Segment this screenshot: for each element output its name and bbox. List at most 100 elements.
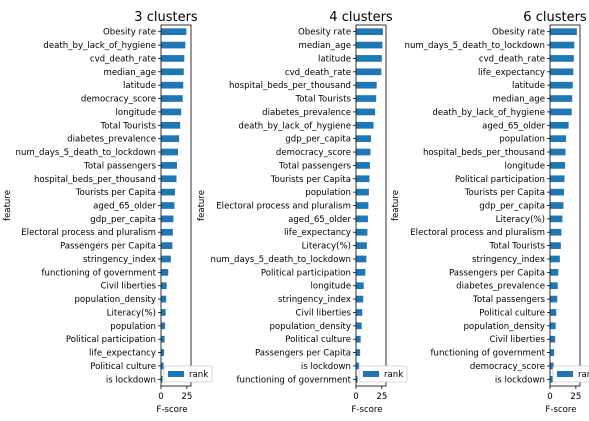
legend-label: rank [189, 370, 208, 380]
bar [356, 148, 371, 156]
y-axis-label: feature [3, 190, 13, 221]
bar [356, 28, 383, 36]
y-tick-label: cvd_death_rate [479, 54, 545, 64]
bar [161, 202, 175, 209]
bar [550, 108, 572, 116]
bar [161, 41, 186, 49]
y-tick-label: Electoral process and pluralism [216, 202, 351, 212]
y-tick-label: num_days_5_death_to_lockdown [16, 148, 157, 158]
legend-box [163, 365, 213, 383]
y-tick-label: Total Tourists [99, 121, 156, 131]
legend-box [358, 365, 408, 383]
bar [550, 215, 563, 223]
bar [161, 108, 182, 116]
y-tick-label: longitude [505, 161, 546, 171]
plot-frame [160, 24, 192, 387]
bar [161, 68, 184, 76]
y-tick-label: Tourists per Capita [75, 188, 156, 198]
y-tick-label: Total passengers [278, 161, 351, 171]
y-tick-label: is lockdown [495, 375, 545, 385]
y-tick-label: stringency_index [278, 295, 351, 305]
y-tick-label: latitude [318, 54, 351, 64]
bar [356, 95, 377, 102]
y-tick-label: is lockdown [106, 375, 156, 385]
bar [550, 375, 553, 383]
bar [161, 215, 174, 223]
y-tick-label: diabetes_prevalence [456, 282, 545, 292]
y-tick-label: num_days_5_death_to_lockdown [405, 41, 546, 51]
chart-title: 6 clusters [523, 10, 587, 25]
bar [550, 68, 574, 76]
bar [550, 41, 575, 49]
x-tick-label: 0 [353, 392, 358, 402]
y-tick-label: gdp_per_capita [90, 215, 156, 225]
y-tick-label: latitude [123, 81, 156, 91]
bar [161, 255, 171, 263]
bar [356, 309, 363, 316]
y-tick-label: population [305, 188, 351, 198]
y-tick-label: Obesity rate [298, 28, 351, 38]
y-tick-label: population_density [74, 295, 156, 305]
bar [550, 335, 556, 343]
y-tick-label: Political culture [90, 362, 156, 372]
bar [356, 362, 360, 370]
y-tick-label: Electoral process and pluralism [21, 228, 156, 238]
bar [550, 55, 574, 62]
bar [161, 148, 179, 156]
bar [161, 362, 164, 370]
y-tick-label: Total passengers [83, 161, 156, 171]
chart-title: 3 clusters [134, 10, 198, 25]
bar [356, 162, 370, 169]
y-tick-label: gdp_per_capita [285, 135, 351, 145]
bar [161, 375, 163, 383]
legend-label: rank [578, 370, 589, 380]
bar [356, 55, 382, 62]
y-axis-label: feature [197, 190, 207, 221]
y-tick-label: gdp_per_capita [479, 202, 545, 212]
x-tick-label: 25 [376, 392, 387, 402]
bar [550, 309, 557, 316]
bar [550, 81, 573, 89]
y-tick-label: population_density [463, 322, 545, 332]
bar [550, 28, 577, 36]
bar [550, 148, 566, 156]
bar [161, 309, 166, 316]
legend-swatch [168, 371, 184, 377]
y-tick-label: Political participation [66, 335, 156, 345]
x-axis-label: F-score [156, 405, 187, 415]
bar [550, 362, 554, 370]
y-tick-label: median_age [298, 41, 351, 51]
chart-panel-2: 4 clusters Obesity rate median_age latitude… [197, 10, 408, 415]
y-tick-label: Political culture [479, 308, 545, 318]
bar [356, 242, 367, 249]
bar [161, 228, 173, 236]
y-tick-label: life_expectancy [478, 68, 545, 78]
y-tick-label: Literacy(%) [302, 242, 351, 252]
bar [550, 295, 558, 303]
y-tick-label: functioning of government [41, 268, 156, 278]
bar [550, 188, 564, 196]
bar [356, 295, 364, 303]
bar [550, 202, 564, 209]
bar [161, 295, 167, 303]
bar [356, 121, 374, 129]
y-tick-label: num_days_5_death_to_lockdown [211, 255, 352, 265]
bar [161, 322, 166, 330]
y-tick-label: Civil liberties [295, 308, 351, 318]
y-tick-label: median_age [103, 68, 156, 78]
legend-swatch [557, 371, 573, 377]
bar [161, 349, 165, 356]
bar [356, 282, 364, 290]
y-tick-label: Literacy(%) [107, 308, 156, 318]
y-tick-label: aged_65_older [482, 121, 545, 131]
y-tick-label: democracy_score [276, 148, 351, 158]
bar [356, 81, 377, 89]
y-tick-label: life_expectancy [284, 228, 351, 238]
chart-panel-1: 3 clusters Obesity rate death_by_lack_of_h… [3, 10, 213, 415]
bar [161, 81, 184, 89]
legend-swatch [363, 371, 379, 377]
bar [550, 162, 565, 169]
y-tick-label: life_expectancy [89, 349, 156, 359]
bar [161, 282, 167, 290]
bar [356, 188, 369, 196]
